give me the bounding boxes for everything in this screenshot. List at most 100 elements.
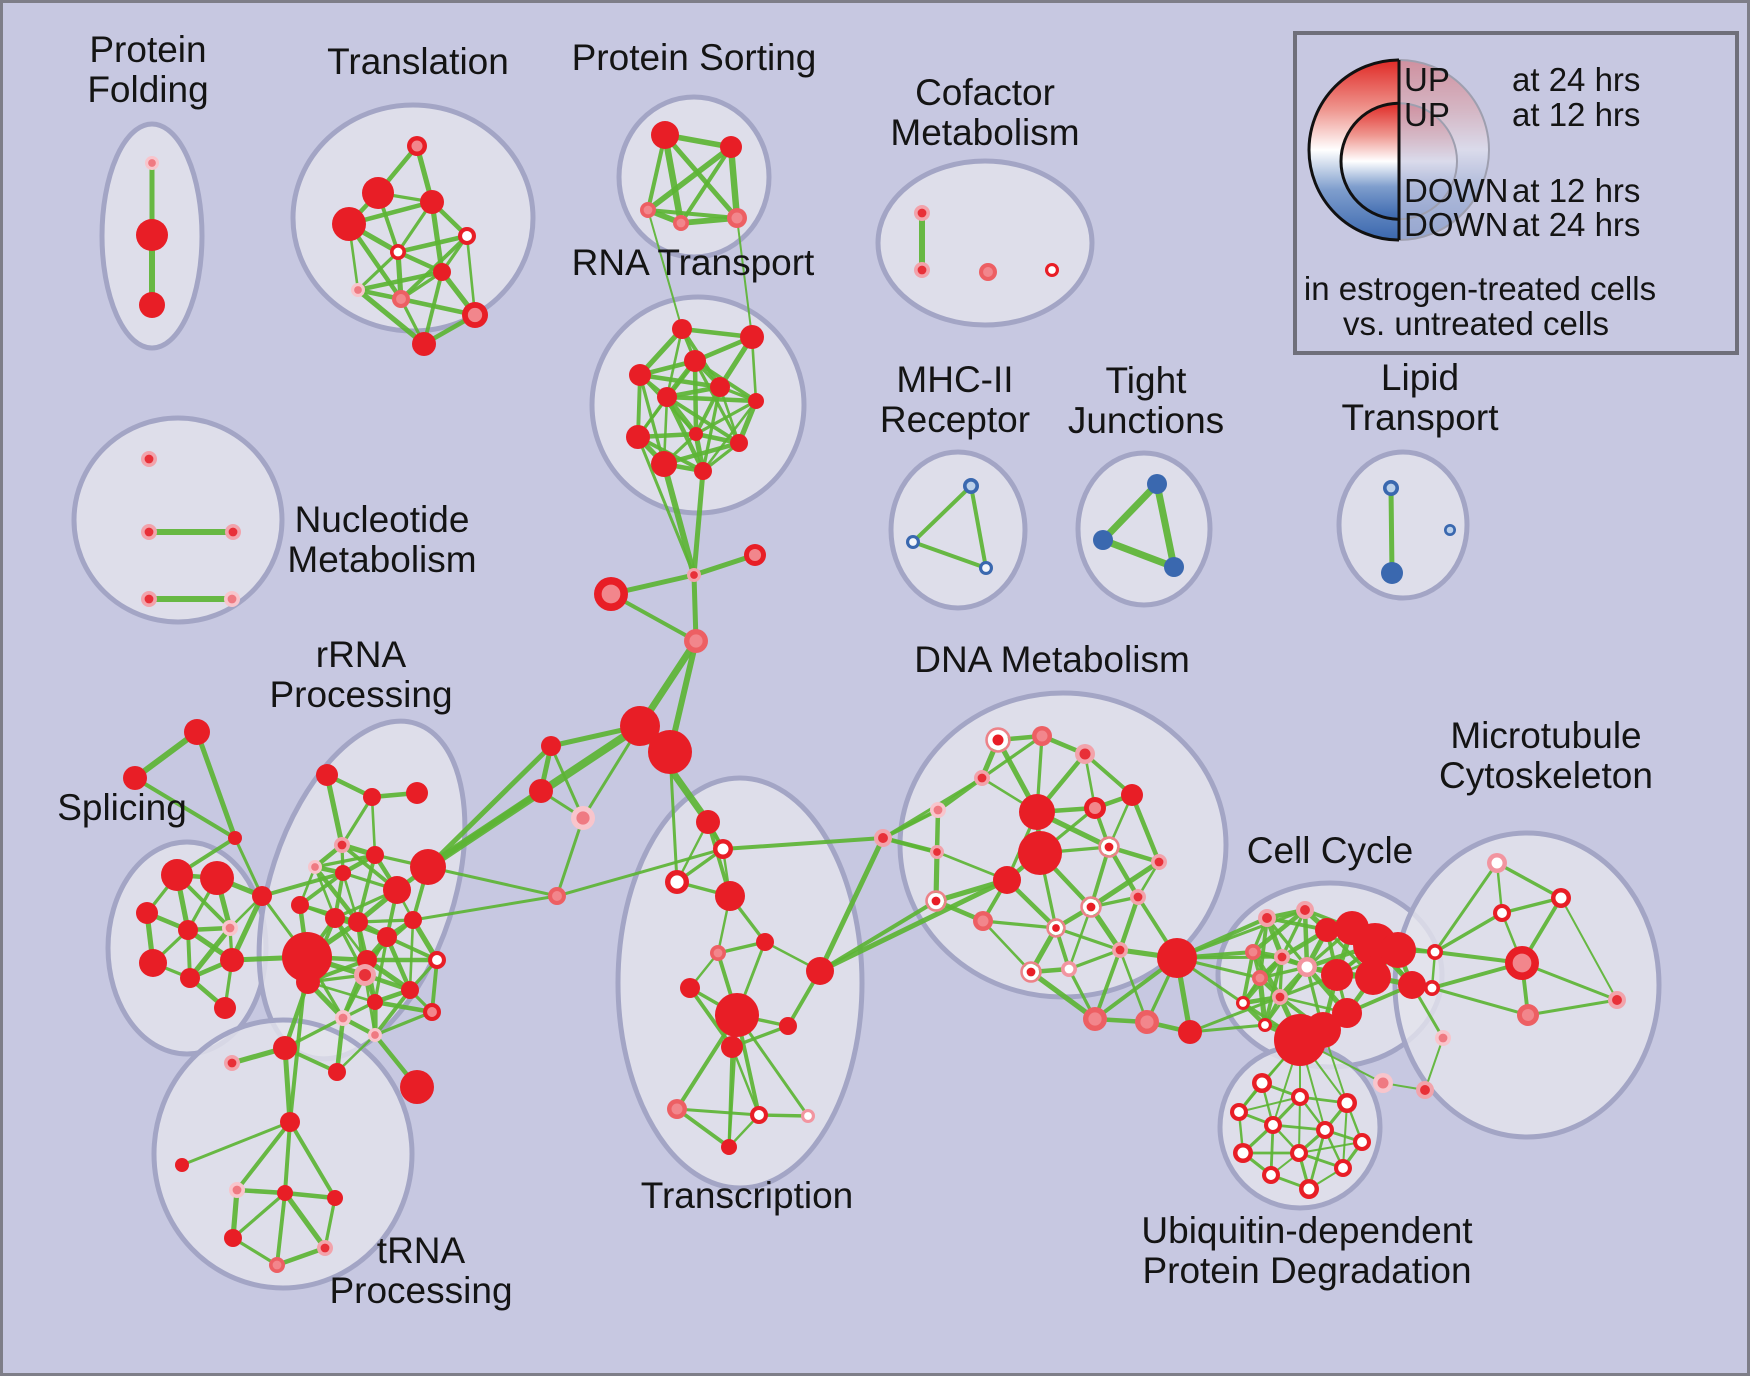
network-node <box>332 207 366 241</box>
legend-time-label: at 24 hrs <box>1512 206 1640 243</box>
node-ring <box>404 911 422 929</box>
node-core <box>1237 1147 1249 1159</box>
network-node <box>1337 1093 1357 1113</box>
node-core <box>1115 945 1125 955</box>
network-node <box>914 262 930 278</box>
node-outline <box>1046 918 1066 938</box>
network-node <box>214 997 236 1019</box>
node-core <box>1048 266 1056 274</box>
cluster-ellipse-trna-processing <box>151 1017 415 1291</box>
legend-direction-label: UP <box>1404 61 1450 98</box>
network-node <box>141 524 157 540</box>
node-ring <box>161 859 193 891</box>
node-ring <box>1381 562 1403 584</box>
network-node <box>1236 996 1250 1010</box>
node-core <box>393 247 403 257</box>
edge <box>911 484 973 544</box>
node-core <box>228 527 238 537</box>
network-node <box>696 810 720 834</box>
edge <box>645 144 734 213</box>
edge <box>1088 859 1162 910</box>
node-core <box>1294 1148 1304 1158</box>
node-ring <box>291 896 309 914</box>
network-node <box>689 427 703 441</box>
edge <box>274 1245 328 1268</box>
edge <box>981 919 1058 930</box>
network-node <box>178 920 198 940</box>
network-node <box>730 434 748 452</box>
edge <box>678 144 734 226</box>
network-node <box>1416 1081 1434 1099</box>
node-ring <box>1398 971 1426 999</box>
node-core <box>1255 973 1265 983</box>
node-ring <box>1121 784 1143 806</box>
network-node <box>1334 1159 1352 1177</box>
network-node <box>335 865 351 881</box>
network-node <box>141 451 157 467</box>
network-node <box>141 591 157 607</box>
network-node <box>740 325 764 349</box>
edge <box>665 395 741 445</box>
node-ring <box>136 219 168 251</box>
edge <box>425 788 544 870</box>
network-node <box>225 524 241 540</box>
edge <box>1099 480 1161 544</box>
node-core <box>1239 999 1247 1007</box>
legend-time-label: at 12 hrs <box>1512 172 1640 209</box>
network-node <box>748 393 764 409</box>
node-ring <box>316 764 338 786</box>
network-node <box>175 1158 189 1172</box>
network-node <box>1517 1004 1539 1026</box>
cluster-ellipse-tight-junctions <box>1075 450 1213 608</box>
network-node <box>657 387 677 407</box>
edge <box>465 234 477 317</box>
network-node <box>145 156 159 170</box>
node-ring <box>748 393 764 409</box>
node-core <box>713 948 723 958</box>
node-core <box>671 1103 683 1115</box>
network-node <box>362 177 394 209</box>
node-core <box>338 1013 348 1023</box>
network-node <box>1135 1010 1159 1034</box>
node-ring <box>401 981 419 999</box>
edge <box>1089 895 1140 909</box>
node-ring <box>136 902 158 924</box>
node-core <box>1357 1137 1367 1147</box>
node-core <box>427 1007 437 1017</box>
network-node <box>1230 1103 1248 1121</box>
node-core <box>1300 905 1310 915</box>
network-node <box>713 839 733 859</box>
node-ring <box>178 920 198 940</box>
cluster-label-cell-cycle: Cell Cycle <box>1247 830 1414 871</box>
node-outline <box>925 890 947 912</box>
network-node <box>412 332 436 356</box>
edge <box>372 999 435 1015</box>
network-node <box>1380 932 1416 968</box>
node-ring <box>694 462 712 480</box>
edge <box>675 1107 761 1117</box>
network-node <box>1296 901 1314 919</box>
network-node <box>651 451 677 477</box>
network-node <box>401 981 419 999</box>
cluster-label-line: tRNA <box>377 1230 466 1271</box>
network-node <box>710 377 730 397</box>
network-node <box>136 219 168 251</box>
edge <box>373 988 412 1037</box>
edge <box>969 484 988 570</box>
edge <box>661 131 685 227</box>
node-ring <box>366 846 384 864</box>
node-core <box>1154 857 1164 867</box>
node-ring <box>721 1036 743 1058</box>
edge <box>647 209 683 330</box>
legend-caption: in estrogen-treated cells <box>1304 270 1656 307</box>
node-ring <box>696 810 720 834</box>
node-core <box>689 634 703 648</box>
network-node <box>1098 836 1120 858</box>
edge <box>231 1191 287 1240</box>
edge <box>981 919 1033 974</box>
network-node <box>458 227 476 245</box>
edge <box>1117 894 1141 953</box>
network-node <box>985 727 1011 753</box>
node-ring <box>410 849 446 885</box>
node-core <box>358 968 372 982</box>
